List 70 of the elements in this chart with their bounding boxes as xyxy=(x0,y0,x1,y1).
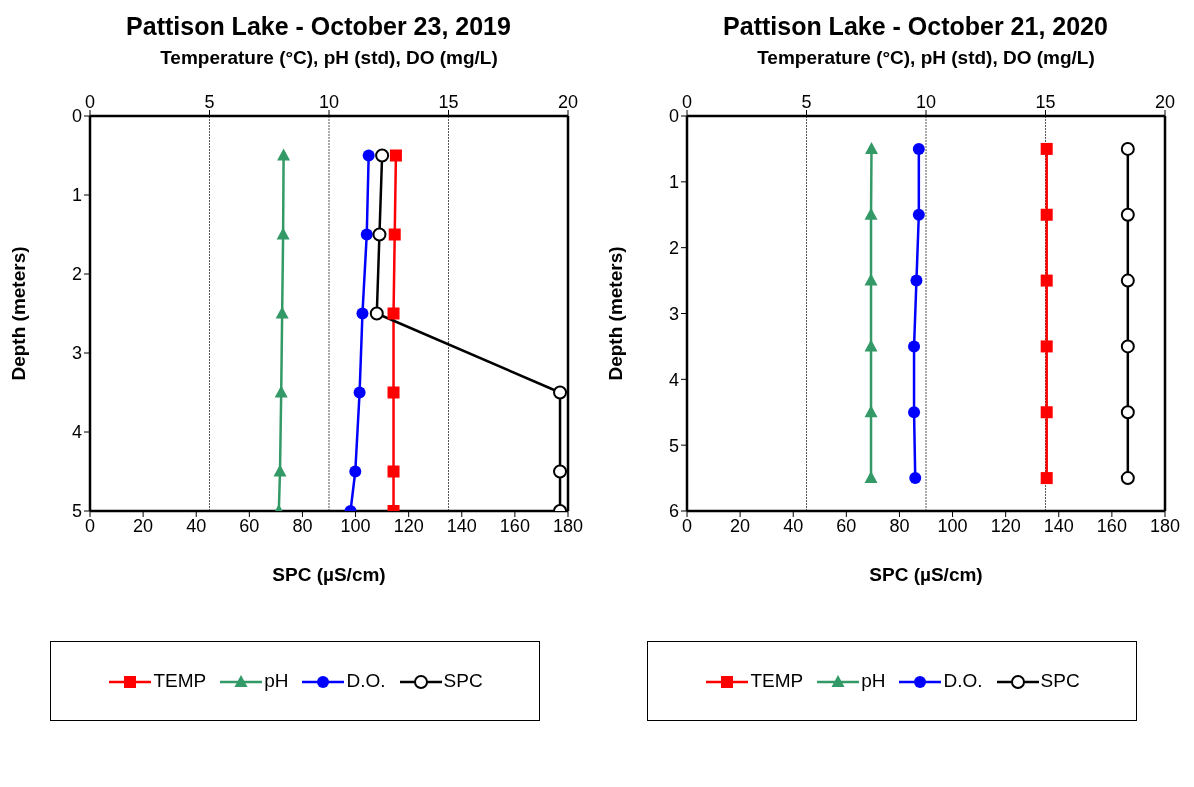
y-tick-label: 5 xyxy=(71,501,82,522)
point xyxy=(1120,471,1135,486)
x2-tick-label: 0 xyxy=(681,92,693,112)
x-tick-label: 40 xyxy=(783,515,804,536)
x2-tick-label: 0 xyxy=(84,92,96,112)
y-axis-title: Depth (meters) xyxy=(604,246,626,381)
point xyxy=(372,227,387,242)
point xyxy=(553,385,568,400)
x-tick-label: 0 xyxy=(681,515,693,536)
x-axis-title: SPC (µS/cm) xyxy=(869,564,983,585)
x2-tick-label: 15 xyxy=(438,92,459,112)
x-tick-label: 100 xyxy=(340,515,371,536)
x-tick-label: 100 xyxy=(937,515,968,536)
legend-label: D.O. xyxy=(345,670,386,692)
x-tick-label: 180 xyxy=(1149,515,1181,536)
point xyxy=(375,148,390,163)
legend-label: D.O. xyxy=(942,670,983,692)
x-tick-label: 160 xyxy=(1096,515,1127,536)
legend-label: pH xyxy=(263,670,289,692)
x2-tick-label: 15 xyxy=(1035,92,1056,112)
y-tick-label: 2 xyxy=(71,264,82,285)
x-tick-label: 60 xyxy=(836,515,857,536)
x-tick-label: 160 xyxy=(499,515,530,536)
x2-axis-title: Temperature (°C), pH (std), DO (mg/L) xyxy=(160,47,498,69)
x2-tick-label: 10 xyxy=(318,92,340,112)
point xyxy=(369,306,384,321)
point xyxy=(553,464,568,479)
y-tick-label: 6 xyxy=(668,501,679,522)
legend-label: pH xyxy=(860,670,886,692)
x-tick-label: 80 xyxy=(889,515,910,536)
legend-label: TEMP xyxy=(152,670,207,692)
x-tick-label: 40 xyxy=(186,515,207,536)
x-tick-label: 120 xyxy=(393,515,424,536)
y-tick-label: 3 xyxy=(71,343,82,364)
x-axis-title: SPC (µS/cm) xyxy=(272,564,386,585)
x2-tick-label: 10 xyxy=(915,92,937,112)
y-tick-label: 1 xyxy=(71,185,82,206)
y-tick-label: 0 xyxy=(71,106,82,127)
x2-tick-label: 5 xyxy=(801,92,812,112)
chart-title: Pattison Lake - October 21, 2020 xyxy=(722,12,1109,41)
point xyxy=(1120,207,1135,222)
x-tick-label: 60 xyxy=(239,515,260,536)
y-tick-label: 4 xyxy=(668,369,679,390)
x-tick-label: 20 xyxy=(730,515,751,536)
x-tick-label: 120 xyxy=(990,515,1021,536)
x-tick-label: 80 xyxy=(292,515,313,536)
y-tick-label: 4 xyxy=(71,422,82,443)
point xyxy=(1120,339,1135,354)
x-tick-label: 140 xyxy=(446,515,477,536)
x-tick-label: 180 xyxy=(552,515,584,536)
y-tick-label: 3 xyxy=(668,303,679,324)
legend-label: TEMP xyxy=(749,670,804,692)
x2-tick-label: 20 xyxy=(1154,92,1176,112)
x-tick-label: 0 xyxy=(84,515,96,536)
point xyxy=(1120,405,1135,420)
legend-label: SPC xyxy=(1039,670,1080,692)
x2-tick-label: 20 xyxy=(557,92,579,112)
x2-axis-title: Temperature (°C), pH (std), DO (mg/L) xyxy=(757,47,1095,69)
x-tick-label: 20 xyxy=(133,515,154,536)
y-tick-label: 0 xyxy=(668,106,679,127)
y-tick-label: 5 xyxy=(668,435,679,456)
x2-tick-label: 5 xyxy=(204,92,215,112)
y-tick-label: 1 xyxy=(668,172,679,193)
x-tick-label: 140 xyxy=(1043,515,1074,536)
chart-title: Pattison Lake - October 23, 2019 xyxy=(125,12,512,41)
y-axis-title: Depth (meters) xyxy=(7,246,29,381)
y-tick-label: 2 xyxy=(668,238,679,259)
point xyxy=(1120,141,1135,156)
legend-label: SPC xyxy=(442,670,483,692)
point xyxy=(1120,273,1135,288)
